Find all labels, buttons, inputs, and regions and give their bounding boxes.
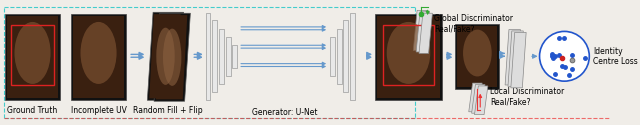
Bar (377, 16, 440, 98)
Bar (219, 29, 224, 84)
Text: Ground Truth: Ground Truth (8, 106, 58, 115)
Text: Local Discriminator
Real/Fake?: Local Discriminator Real/Fake? (490, 87, 564, 106)
Bar (212, 20, 217, 92)
Bar (457, 26, 497, 87)
Polygon shape (511, 32, 526, 88)
Polygon shape (419, 13, 433, 53)
Polygon shape (472, 84, 485, 113)
Ellipse shape (15, 22, 51, 84)
Bar (344, 20, 348, 92)
Bar (456, 24, 499, 89)
Bar (205, 13, 211, 100)
Polygon shape (468, 83, 482, 112)
Ellipse shape (156, 28, 175, 85)
Bar (330, 37, 335, 76)
Bar (73, 16, 124, 98)
Bar (375, 14, 442, 100)
Bar (226, 37, 230, 76)
Bar (337, 29, 342, 84)
Polygon shape (505, 30, 520, 85)
Polygon shape (474, 86, 488, 115)
Ellipse shape (81, 22, 116, 84)
Polygon shape (147, 12, 184, 100)
Polygon shape (416, 12, 429, 52)
Bar (6, 16, 58, 98)
Text: Random Fill + Flip: Random Fill + Flip (132, 106, 202, 115)
Ellipse shape (387, 22, 430, 84)
Bar (232, 45, 237, 68)
Text: Identity
Centre Loss: Identity Centre Loss (593, 47, 638, 66)
Bar (4, 14, 60, 100)
Polygon shape (156, 15, 188, 99)
Text: Incomplete UV: Incomplete UV (70, 106, 127, 115)
Ellipse shape (163, 29, 181, 86)
Polygon shape (149, 14, 180, 98)
Polygon shape (413, 10, 427, 50)
Polygon shape (508, 31, 524, 86)
Text: Generator: U-Net: Generator: U-Net (252, 108, 317, 117)
Bar (12, 24, 54, 85)
Polygon shape (154, 13, 190, 101)
Ellipse shape (463, 30, 492, 76)
Bar (383, 24, 434, 85)
Bar (350, 13, 355, 100)
Circle shape (540, 31, 589, 81)
Text: Global Discriminator
Real/Fake?: Global Discriminator Real/Fake? (435, 14, 513, 34)
Bar (71, 14, 126, 100)
